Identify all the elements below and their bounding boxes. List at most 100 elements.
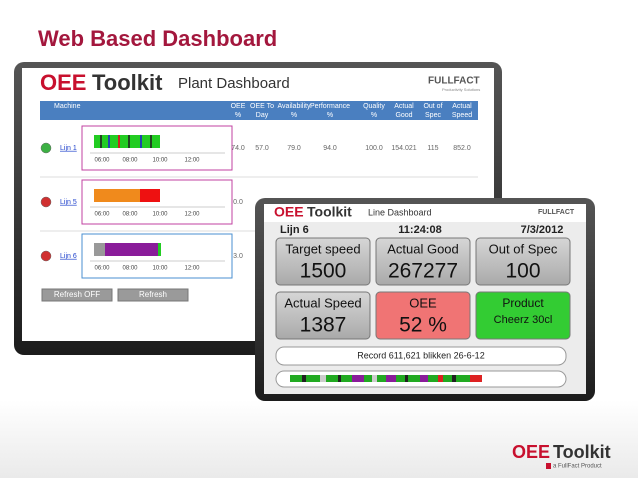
time-label: 12:00 xyxy=(184,212,200,218)
timeline-segment xyxy=(302,375,306,382)
kpi-tile xyxy=(475,291,571,340)
footer-logo-toolkit: Toolkit xyxy=(553,442,611,462)
column-header: OEE xyxy=(231,103,246,110)
column-header: Actual xyxy=(394,103,414,110)
time-label: 06:00 xyxy=(94,158,110,164)
timeline-segment xyxy=(405,375,408,382)
column-header: Out of xyxy=(423,103,442,110)
timeline-segment xyxy=(150,135,152,148)
column-header: Good xyxy=(395,112,412,119)
dashboard-title: Plant Dashboard xyxy=(178,75,290,92)
kpi-value: 100 xyxy=(505,260,540,283)
kpi-label: Actual Good xyxy=(387,241,459,256)
brand: FULLFACT xyxy=(428,76,480,87)
time-label: 12:00 xyxy=(184,158,200,164)
brand-tagline: Productivity Solutions xyxy=(442,87,480,92)
date: 7/3/2012 xyxy=(521,224,564,236)
record-text: Record 611,621 blikken 26-6-12 xyxy=(357,350,484,360)
column-header: Speed xyxy=(452,112,472,119)
logo-toolkit: Toolkit xyxy=(92,70,163,95)
cell-value: 94.0 xyxy=(323,145,337,152)
time-label: 10:00 xyxy=(152,266,168,272)
column-header: OEE To xyxy=(250,103,274,110)
timeline-segment xyxy=(372,375,377,382)
time-label: 12:00 xyxy=(184,266,200,272)
button[interactable] xyxy=(117,288,189,302)
timeline-segment xyxy=(338,375,341,382)
column-header: Day xyxy=(256,112,269,119)
cell-value: 100.0 xyxy=(365,145,383,152)
kpi-value: Cheerz 30cl xyxy=(494,314,553,326)
timeline-segment xyxy=(105,243,158,256)
timeline-segment xyxy=(386,375,396,382)
column-header: Quality xyxy=(363,103,385,110)
dashboard-title: Line Dashboard xyxy=(368,207,432,217)
column-header: Spec xyxy=(425,112,441,119)
machine-link[interactable]: Lijn 6 xyxy=(60,253,77,260)
cell-value: 3.0 xyxy=(233,253,243,260)
brand: FULLFACT xyxy=(538,209,575,216)
table-header xyxy=(40,101,478,120)
timeline-segment xyxy=(140,135,142,148)
kpi-value: 267277 xyxy=(388,260,458,283)
timeline-segment xyxy=(118,135,120,148)
status-light xyxy=(40,250,52,262)
cell-value: 0.0 xyxy=(233,199,243,206)
timeline-segment xyxy=(438,375,443,382)
timeline-segment xyxy=(352,375,364,382)
time-label: 06:00 xyxy=(94,212,110,218)
timeline-segment xyxy=(108,135,110,148)
footer-icon xyxy=(546,463,551,469)
kpi-tile xyxy=(375,291,471,340)
time-label: 08:00 xyxy=(122,212,138,218)
button[interactable] xyxy=(41,288,113,302)
timeline-segment xyxy=(94,135,160,148)
kpi-tile xyxy=(375,237,471,286)
kpi-label: Product xyxy=(502,296,544,310)
timeline-segment xyxy=(128,135,130,148)
status-light xyxy=(40,142,52,154)
kpi-label: Target speed xyxy=(285,241,360,256)
machine-link[interactable]: Lijn 5 xyxy=(60,199,77,206)
cell-value: 115 xyxy=(427,145,438,152)
column-header: Actual xyxy=(452,103,472,110)
kpi-label: OEE xyxy=(409,295,437,310)
time-label: 08:00 xyxy=(122,158,138,164)
button-label: Refresh xyxy=(139,290,167,299)
kpi-value: 1387 xyxy=(300,314,347,337)
time-label: 10:00 xyxy=(152,158,168,164)
footer-logo-oee: OEE xyxy=(512,442,550,462)
cell-value: 74.0 xyxy=(231,145,245,152)
record-bar xyxy=(275,346,567,366)
timeline-segment xyxy=(140,189,160,202)
button-label: Refresh OFF xyxy=(54,290,100,299)
clock: 11:24:08 xyxy=(398,224,441,236)
time-label: 10:00 xyxy=(152,212,168,218)
logo-oee: OEE xyxy=(40,70,86,95)
timeline-segment xyxy=(94,189,140,202)
cell-value: 79.0 xyxy=(287,145,301,152)
cell-value: 852.0 xyxy=(453,145,471,152)
column-header: Availability xyxy=(278,103,311,110)
time-label: 06:00 xyxy=(94,266,110,272)
slide-title: Web Based Dashboard xyxy=(38,26,277,51)
timeline-segment xyxy=(452,375,456,382)
screen-header xyxy=(264,204,586,222)
kpi-label: Actual Speed xyxy=(284,295,361,310)
kpi-tile xyxy=(475,237,571,286)
cell-value: 154.021 xyxy=(391,145,416,152)
status-light xyxy=(40,196,52,208)
kpi-label: Out of Spec xyxy=(489,241,558,256)
timeline-segment xyxy=(158,243,161,256)
machine-link[interactable]: Lijn 1 xyxy=(60,145,77,152)
background xyxy=(0,400,638,478)
time-label: 08:00 xyxy=(122,266,138,272)
kpi-value: 52 % xyxy=(399,314,447,337)
timeline-segment xyxy=(470,375,482,382)
timeline-segment xyxy=(420,375,428,382)
footer-tagline: a FullFact Product xyxy=(553,464,602,470)
column-header: Performance xyxy=(310,103,350,110)
cell-value: 57.0 xyxy=(255,145,269,152)
column-header: % xyxy=(235,112,241,119)
